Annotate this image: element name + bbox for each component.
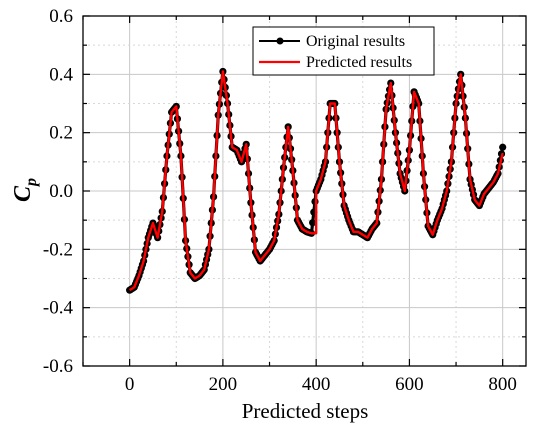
y-tick-label: -0.6 (43, 356, 73, 377)
y-tick-label: -0.4 (43, 298, 74, 319)
y-axis-label: Cp (10, 178, 40, 202)
legend-marker-original (276, 37, 284, 45)
series-layer (126, 67, 507, 294)
x-tick-label: 800 (488, 374, 517, 395)
x-tick-label: 200 (209, 374, 238, 395)
axis-ticks (82, 15, 526, 367)
legend-label-original: Original results (306, 33, 405, 50)
y-tick-label: -0.2 (43, 239, 73, 260)
legend-box (252, 26, 435, 76)
y-tick-label: 0.6 (49, 6, 73, 27)
y-tick-label: 0.4 (49, 64, 73, 85)
y-tick-label: 0.2 (49, 123, 73, 144)
x-axis-label: Predicted steps (242, 399, 369, 423)
y-tick-label: 0.0 (49, 181, 73, 202)
x-tick-label: 0 (125, 374, 135, 395)
y-axis-label-subscript: p (23, 178, 40, 188)
series-original-point (309, 219, 317, 227)
legend: Original results Predicted results (252, 26, 435, 76)
legend-label-predicted: Predicted results (306, 54, 412, 71)
series-predicted-line (128, 70, 504, 292)
tick-labels: 0 200 400 600 800 -0.6 -0.4 -0.2 0.0 0.2 0.4 0.6 (43, 6, 517, 395)
svg-text:Cp: Cp (10, 178, 40, 202)
y-axis-label-main: C (10, 185, 36, 202)
series-original-point (499, 143, 507, 151)
x-tick-label: 600 (395, 374, 424, 395)
x-tick-label: 400 (302, 374, 331, 395)
